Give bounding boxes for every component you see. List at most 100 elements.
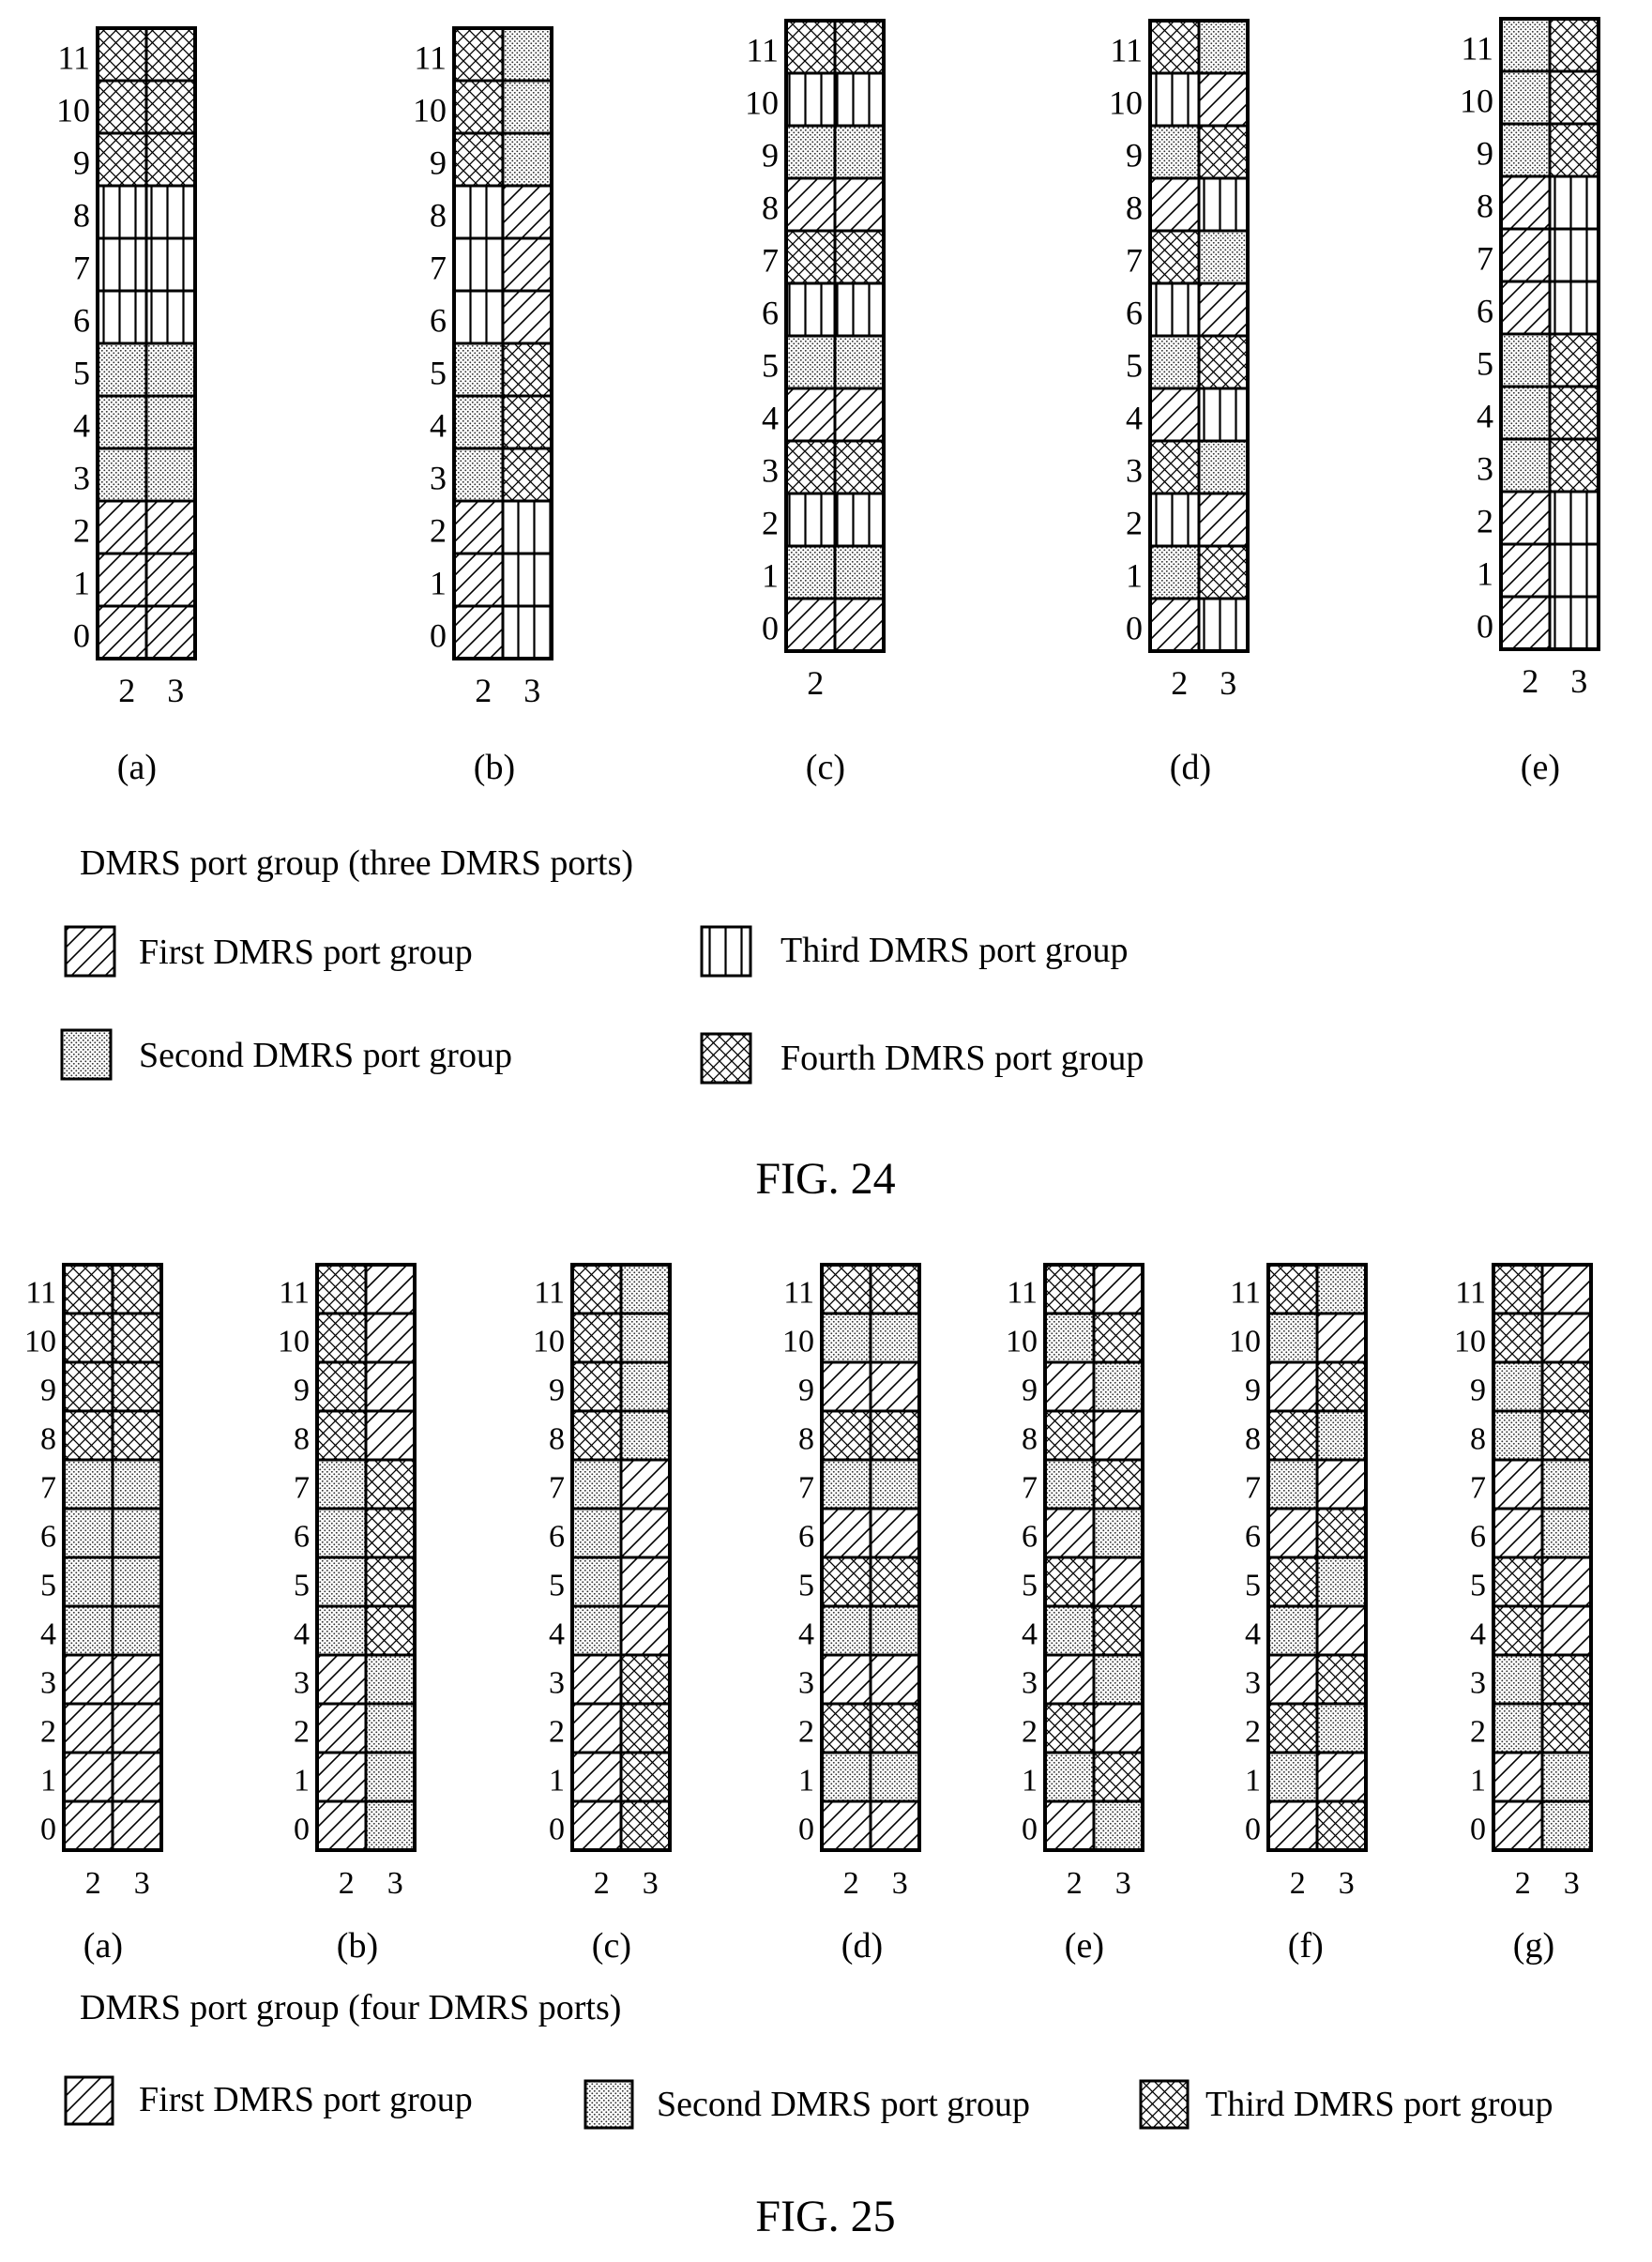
row-label: 0 <box>294 1813 310 1847</box>
cell-second-group-row-5 <box>452 342 505 398</box>
row-label: 4 <box>549 1617 565 1652</box>
cell-first-group-row-4 <box>833 387 886 443</box>
cell-first-group-row-0 <box>1148 597 1201 653</box>
cell-first-group-row-4 <box>1148 387 1201 443</box>
row-label: 6 <box>40 1520 56 1555</box>
cell-third-group-row-8 <box>96 184 148 240</box>
row-label: 8 <box>549 1422 565 1457</box>
cell-third-group-row-8 <box>869 1409 921 1462</box>
row-label: 10 <box>1006 1325 1038 1359</box>
cell-first-group-row-1 <box>96 552 148 608</box>
row-label: 2 <box>798 1715 814 1750</box>
panel-border <box>784 19 886 653</box>
cell-second-group-row-7 <box>1266 1458 1319 1511</box>
cell-first-group-row-8 <box>784 176 837 233</box>
cell-second-group-row-4 <box>570 1604 623 1657</box>
row-label: 0 <box>1477 608 1493 645</box>
cell-second-group-row-2 <box>1492 1702 1544 1754</box>
cell-third-group-row-7 <box>96 236 148 293</box>
row-label: 10 <box>782 1325 814 1359</box>
cell-third-group-row-10 <box>570 1312 623 1364</box>
row-label: 8 <box>294 1422 310 1457</box>
cell-first-group-row-0 <box>144 604 197 660</box>
cell-third-group-row-5 <box>869 1556 921 1608</box>
panel-label: (c) <box>592 1926 631 1966</box>
legend-item-fourth-group: Fourth DMRS port group <box>700 1032 1144 1085</box>
cell-fourth-group-row-3 <box>1548 437 1600 493</box>
cell-second-group-row-10 <box>1499 69 1552 126</box>
cell-second-group-row-7 <box>1197 229 1250 285</box>
cell-third-group-row-10 <box>833 71 886 128</box>
cell-third-group-row-7 <box>452 236 505 293</box>
row-label: 0 <box>1245 1813 1261 1847</box>
fig-24-caption: FIG. 24 <box>755 1154 895 1204</box>
cell-first-group-row-11 <box>364 1263 417 1315</box>
cell-second-group-row-11 <box>1197 19 1250 75</box>
legend-swatch-second-group <box>60 1028 113 1081</box>
row-label: 9 <box>73 144 90 182</box>
cell-first-group-row-3 <box>1266 1653 1319 1706</box>
cell-third-group-row-8 <box>315 1409 368 1462</box>
row-label: 0 <box>73 617 90 655</box>
fig-25-legend: First DMRS port group Second DMRS port g… <box>64 2075 1553 2130</box>
row-label: 9 <box>762 137 779 175</box>
cell-second-group-row-8 <box>1315 1409 1368 1462</box>
cell-second-group-row-7 <box>1540 1458 1593 1511</box>
cell-fourth-group-row-4 <box>501 394 553 450</box>
cell-third-group-row-11 <box>1492 1263 1544 1315</box>
row-label: 11 <box>1110 32 1143 69</box>
cell-second-group-row-9 <box>784 124 837 180</box>
cell-second-group-row-3 <box>452 447 505 503</box>
legend-label: First DMRS port group <box>139 933 473 972</box>
row-label: 5 <box>798 1569 814 1603</box>
cell-third-group-row-9 <box>570 1360 623 1413</box>
cell-third-group-row-6 <box>1315 1507 1368 1559</box>
row-label: 5 <box>40 1569 56 1603</box>
row-label: 11 <box>1461 30 1493 68</box>
cell-second-group-row-1 <box>833 544 886 600</box>
panel-border <box>1492 1263 1593 1852</box>
cell-second-group-row-5 <box>1315 1556 1368 1608</box>
cell-third-group-row-8 <box>111 1409 163 1462</box>
row-label: 5 <box>73 355 90 392</box>
cell-second-group-row-5 <box>833 334 886 390</box>
row-label: 5 <box>1245 1569 1261 1603</box>
row-label: 2 <box>1245 1715 1261 1750</box>
cell-fourth-group-row-10 <box>1548 69 1600 126</box>
cell-fourth-group-row-3 <box>784 439 837 495</box>
cell-first-group-row-3 <box>1043 1653 1096 1706</box>
cell-second-group-row-11 <box>501 26 553 83</box>
cell-third-group-row-3 <box>619 1653 672 1706</box>
cell-second-group-row-3 <box>1492 1653 1544 1706</box>
cell-second-group-row-4 <box>869 1604 921 1657</box>
cell-second-group-row-6 <box>62 1507 114 1559</box>
cell-fourth-group-row-7 <box>784 229 837 285</box>
column-label: 3 <box>1220 664 1236 702</box>
cell-first-group-row-10 <box>364 1312 417 1364</box>
cell-third-group-row-5 <box>364 1556 417 1608</box>
legend-swatch-fourth-group <box>700 1032 752 1085</box>
cell-first-group-row-9 <box>869 1360 921 1413</box>
cell-second-group-row-4 <box>111 1604 163 1657</box>
row-label: 2 <box>430 512 447 550</box>
cell-first-group-row-3 <box>570 1653 623 1706</box>
column-label: 2 <box>594 1866 610 1901</box>
cell-second-group-row-5 <box>570 1556 623 1608</box>
column-label: 3 <box>167 672 184 709</box>
row-label: 1 <box>1477 555 1493 593</box>
cell-third-group-row-9 <box>111 1360 163 1413</box>
cell-first-group-row-2 <box>62 1702 114 1754</box>
fig-25-section-title: DMRS port group (four DMRS ports) <box>80 1988 621 2027</box>
cell-second-group-row-11 <box>1315 1263 1368 1315</box>
row-label: 11 <box>1230 1276 1261 1311</box>
row-label: 9 <box>1126 137 1143 175</box>
row-label: 4 <box>1022 1617 1038 1652</box>
panel-border <box>1266 1263 1368 1852</box>
row-label: 9 <box>1477 135 1493 173</box>
panel-label: (a) <box>117 748 157 787</box>
row-label: 3 <box>1022 1666 1038 1701</box>
row-label: 0 <box>1470 1813 1486 1847</box>
cell-third-group-row-8 <box>1197 176 1250 233</box>
